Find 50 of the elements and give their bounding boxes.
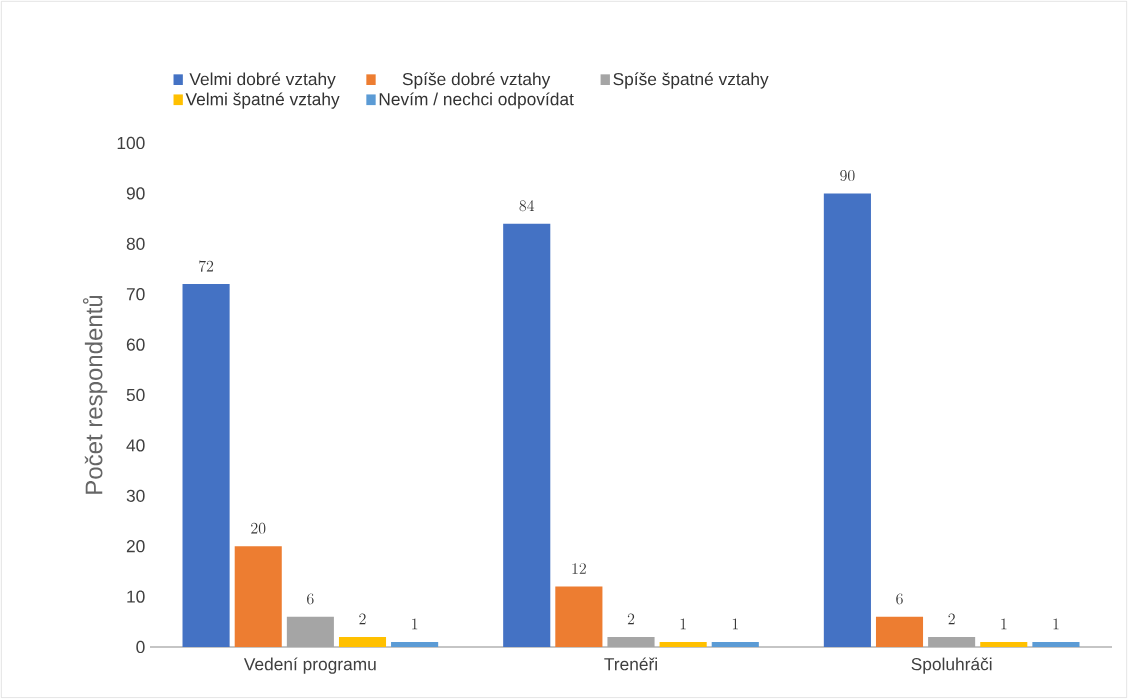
y-tick-label: 40 (126, 439, 145, 452)
data-label: 6 (896, 593, 903, 605)
y-tick-label: 10 (127, 590, 145, 603)
data-label: 1 (680, 618, 686, 630)
bar (928, 636, 976, 647)
legend-label: Nevím / nechci odpovídat (379, 92, 574, 109)
data-label: 2 (948, 613, 955, 625)
data-label: 2 (627, 613, 635, 625)
data-label: 1 (412, 618, 418, 630)
bar (875, 616, 924, 647)
bar (980, 641, 1028, 647)
bar (182, 284, 230, 647)
y-tick-label: 20 (126, 540, 145, 553)
data-label: 1 (732, 618, 738, 630)
legend-label: Velmi dobré vztahy (189, 72, 336, 89)
bar (555, 586, 603, 647)
bar (286, 616, 334, 647)
x-tick-label: Trenéři (604, 657, 657, 671)
y-tick-label: 0 (136, 640, 145, 654)
y-tick-label: 70 (126, 288, 145, 301)
data-label: 84 (519, 200, 535, 212)
legend-label: Spíše dobré vztahy (402, 72, 551, 89)
bar (711, 641, 759, 647)
bar (503, 223, 551, 647)
y-tick-label: 30 (126, 489, 145, 502)
data-label: 12 (572, 563, 586, 574)
y-tick-label: 60 (126, 338, 145, 351)
data-label: 90 (840, 170, 855, 182)
y-tick-label: 80 (126, 237, 145, 250)
y-axis-title: Počet respondentů (82, 295, 108, 494)
legend-label: Velmi špatné vztahy (185, 92, 340, 109)
data-label: 20 (251, 522, 266, 534)
bar (659, 641, 707, 647)
x-tick-label: Spoluhráči (911, 657, 992, 674)
data-label: 2 (359, 613, 366, 625)
bar (338, 636, 387, 647)
bar (234, 546, 282, 647)
legend-label: Spíše špatné vztahy (613, 72, 769, 89)
data-label: 1 (1053, 618, 1059, 630)
y-tick-label: 50 (126, 388, 145, 402)
bar (823, 193, 871, 647)
bar (1032, 641, 1080, 647)
bar (607, 636, 655, 647)
data-label: 72 (199, 260, 214, 272)
data-label: 1 (1001, 618, 1007, 630)
bar (391, 641, 439, 647)
y-tick-label: 100 (117, 136, 145, 150)
data-label: 6 (307, 593, 314, 605)
x-tick-label: Vedení programu (243, 657, 376, 674)
y-tick-label: 90 (126, 187, 145, 200)
